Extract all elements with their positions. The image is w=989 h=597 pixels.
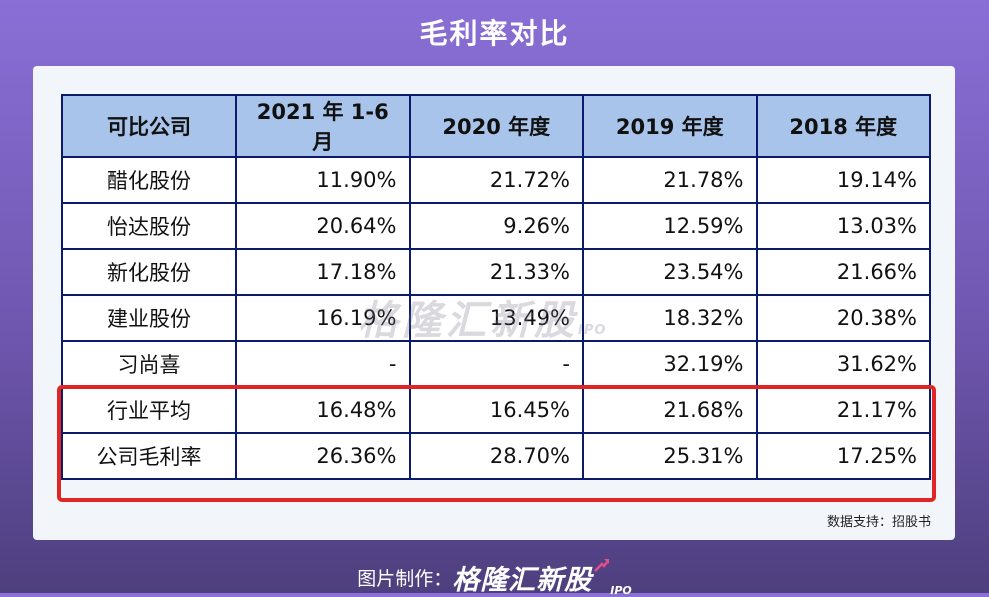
company-name-cell: 行业平均 [61,386,237,434]
value-cell: 17.18% [235,248,411,296]
value-cell: 11.90% [235,156,411,204]
watermark-text: 格隆汇新股 [358,298,578,344]
footer-label: 图片制作： [357,568,453,590]
table-row: 习尚喜 - - 32.19% 31.62% [61,340,931,388]
value-cell: 20.38% [755,294,931,342]
footer-brand: 格隆汇新股 [452,565,593,596]
watermark: 格隆汇新股IPO [358,288,606,346]
value-cell: 17.25% [755,432,931,480]
value-cell: 9.26% [408,202,584,250]
value-cell: 16.19% [235,294,411,342]
value-cell: 31.62% [755,340,931,388]
value-cell: 12.59% [582,202,758,250]
company-name-cell: 怡达股份 [61,202,237,250]
company-name-cell: 新化股份 [61,248,237,296]
value-cell: 19.14% [755,156,931,204]
watermark-ipo: IPO [578,323,607,338]
column-header: 2020 年度 [408,94,584,158]
table-row: 新化股份 17.18% 21.33% 23.54% 21.66% [61,248,931,296]
page-title: 毛利率对比 [419,17,570,50]
value-cell: 13.03% [755,202,931,250]
value-cell: 21.17% [755,386,931,434]
table-row: 醋化股份 11.90% 21.72% 21.78% 19.14% [61,156,931,204]
column-header: 可比公司 [61,94,237,158]
value-cell: 16.48% [235,386,411,434]
value-cell: 21.72% [408,156,584,204]
value-cell: 21.33% [408,248,584,296]
content-card: 可比公司 2021 年 1-6 月 2020 年度 2019 年度 2018 年… [33,66,955,540]
company-name-cell: 公司毛利率 [61,432,237,480]
table-row: 建业股份 16.19% 13.49% 18.32% 20.38% [61,294,931,342]
cropped-text-strip [73,497,333,505]
gross-margin-table: 可比公司 2021 年 1-6 月 2020 年度 2019 年度 2018 年… [61,94,931,480]
value-cell: 21.78% [582,156,758,204]
value-cell: - [235,340,411,388]
value-cell: 20.64% [235,202,411,250]
table-row-company-margin: 公司毛利率 26.36% 28.70% 25.31% 17.25% [61,432,931,480]
company-name-cell: 习尚喜 [61,340,237,388]
source-note: 数据支持：招股书 [826,515,931,530]
company-name-cell: 醋化股份 [61,156,237,204]
footer-ipo: IPO [610,584,632,597]
table-header-row: 可比公司 2021 年 1-6 月 2020 年度 2019 年度 2018 年… [61,94,931,158]
value-cell: 21.68% [582,386,758,434]
company-name-cell: 建业股份 [61,294,237,342]
value-cell: 26.36% [235,432,411,480]
table-row: 怡达股份 20.64% 9.26% 12.59% 13.03% [61,202,931,250]
table-row-industry-average: 行业平均 16.48% 16.45% 21.68% 21.17% [61,386,931,434]
value-cell: 18.32% [582,294,758,342]
value-cell: 25.31% [582,432,758,480]
value-cell: 21.66% [755,248,931,296]
value-cell: 13.49% [408,294,584,342]
arrow-up-icon [594,559,610,572]
column-header: 2019 年度 [582,94,758,158]
value-cell: 28.70% [408,432,584,480]
column-header: 2021 年 1-6 月 [235,94,411,158]
footer-credit: 图片制作：格隆汇新股 IPO [0,558,989,597]
value-cell: 32.19% [582,340,758,388]
column-header: 2018 年度 [755,94,931,158]
value-cell: 23.54% [582,248,758,296]
value-cell: - [408,340,584,388]
value-cell: 16.45% [408,386,584,434]
